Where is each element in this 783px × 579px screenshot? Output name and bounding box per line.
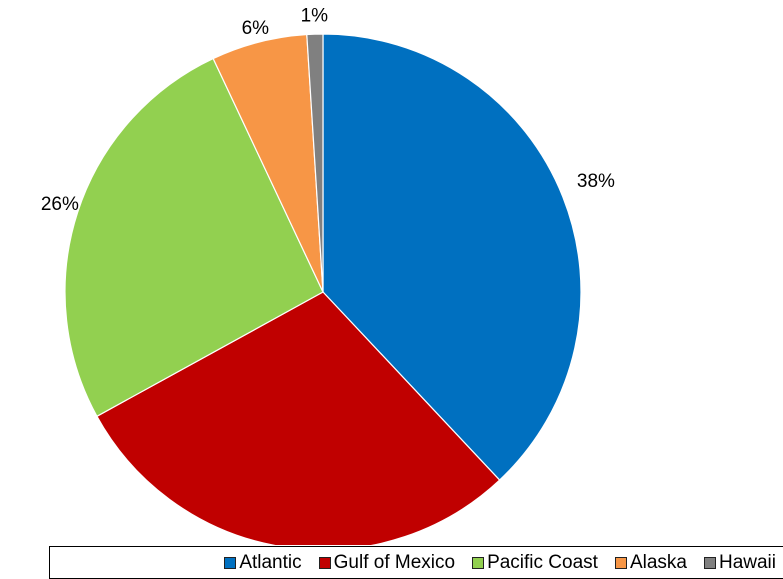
pie-slice-gulf-of-mexico [96,291,501,545]
legend-label-hawaii: Hawaii [718,551,776,573]
legend-swatch-atlantic [224,556,237,569]
pie-slices [64,33,582,545]
pie-slice-atlantic [322,33,582,481]
data-label-pacific-coast: 26% [41,194,79,215]
legend-swatch-hawaii [703,556,716,569]
legend-swatch-pacific-coast [472,556,485,569]
pie-slice-hawaii [306,33,324,293]
legend-entry-hawaii: Hawaii [703,551,776,574]
data-labels: 38% 26% 6% 1% [41,6,615,215]
legend-label-gulf-of-mexico: Gulf of Mexico [333,551,456,573]
pie-slice-pacific-coast [64,57,324,418]
pie-chart: 38% 26% 6% 1% [41,6,615,545]
legend-label-atlantic: Atlantic [239,551,302,573]
chart-legend: Atlantic Gulf of Mexico Pacific Coast Alask… [49,546,783,579]
legend-swatch-gulf-of-mexico [318,556,331,569]
legend-entry-pacific-coast: Pacific Coast [472,552,598,574]
legend-label-alaska: Alaska [629,551,687,573]
legend-swatch-alaska [614,556,627,569]
data-label-atlantic: 38% [577,171,615,192]
legend-entry-gulf-of-mexico: Gulf of Mexico [318,551,456,574]
legend-entry-alaska: Alaska [614,551,687,574]
data-label-hawaii: 1% [301,6,329,27]
legend-entry-atlantic: Atlantic [224,551,302,574]
legend-label-pacific-coast: Pacific Coast [487,551,598,573]
data-label-alaska: 6% [242,18,270,39]
